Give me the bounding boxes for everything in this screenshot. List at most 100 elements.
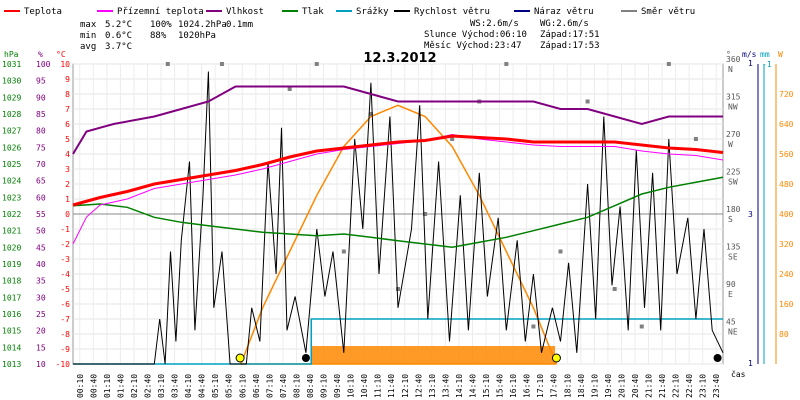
temp-unit: °C <box>56 50 66 59</box>
humidity-tick-label: 75 <box>36 143 46 152</box>
temp-tick-label: 3 <box>65 165 70 174</box>
legend-entry: Teplota <box>24 7 62 17</box>
wind-tick-label: 1 <box>748 59 753 68</box>
direction-tick-deg: 180 <box>726 205 741 214</box>
x-tick-label: 16:40 <box>523 374 532 398</box>
x-tick-label: 20:40 <box>631 374 640 398</box>
stat-value: 1024.2hPa <box>178 20 227 30</box>
temp-tick-label: -10 <box>56 360 71 369</box>
pressure-tick-label: 1018 <box>2 277 21 286</box>
x-tick-label: 21:10 <box>645 374 654 398</box>
x-tick-label: 19:10 <box>590 374 599 398</box>
temp-tick-label: 0 <box>65 210 70 219</box>
pressure-tick-label: 1017 <box>2 293 21 302</box>
chart-title: 12.3.2012 <box>363 51 436 66</box>
wind-direction-point <box>612 287 617 291</box>
humidity-tick-label: 100 <box>36 60 51 69</box>
x-tick-label: 02:40 <box>143 374 152 398</box>
humidity-tick-label: 20 <box>36 327 46 336</box>
solar-unit: W <box>778 50 783 59</box>
x-tick-label: 00:10 <box>76 374 85 398</box>
pressure-tick-label: 1019 <box>2 260 21 269</box>
pressure-tick-label: 1020 <box>2 243 21 252</box>
wind-direction-point <box>666 62 671 66</box>
direction-tick-dir: E <box>728 290 733 299</box>
temp-tick-label: -9 <box>60 345 70 354</box>
pressure-tick-label: 1014 <box>2 343 21 352</box>
pressure-tick-label: 1029 <box>2 93 21 102</box>
x-tick-label: 16:10 <box>509 374 518 398</box>
legend-entry: Srážky <box>356 7 389 17</box>
direction-tick-deg: 270 <box>726 130 741 139</box>
direction-tick-dir: N <box>728 65 733 74</box>
pressure-line <box>72 176 724 249</box>
direction-tick-dir: SE <box>728 253 738 262</box>
wind-tick-label: 1 <box>748 359 753 368</box>
wind-direction-point <box>504 62 509 66</box>
solar-tick-label: 640 <box>779 120 794 129</box>
temp-tick-label: 1 <box>65 195 70 204</box>
solar-tick-label: 400 <box>779 210 794 219</box>
wind-direction-point <box>341 249 346 254</box>
humidity-tick-label: 35 <box>36 277 46 286</box>
legend-entry: Tlak <box>302 7 324 17</box>
info-wg: WG:2.6m/s <box>540 19 589 29</box>
pressure-unit: hPa <box>4 50 19 59</box>
direction-tick-dir: W <box>728 140 733 149</box>
x-tick-label: 01:10 <box>103 374 112 398</box>
temp-tick-label: -6 <box>60 300 70 309</box>
humidity-unit: % <box>38 50 43 59</box>
rain-line <box>73 318 723 365</box>
x-tick-label: 20:10 <box>617 374 626 398</box>
humidity-tick-label: 65 <box>36 177 46 186</box>
stat-value: 100% <box>150 20 172 30</box>
x-axis-unit: čas <box>731 369 746 379</box>
x-tick-label: 05:10 <box>211 374 220 398</box>
humidity-tick-label: 60 <box>36 193 46 202</box>
info-moonrise: Měsíc Východ:23:47 <box>424 41 522 51</box>
x-tick-label: 07:40 <box>279 374 288 398</box>
x-tick-label: 08:40 <box>306 374 315 398</box>
solar-tick-label: 240 <box>779 270 794 279</box>
temperature-line <box>72 134 724 207</box>
solar-tick-label: 320 <box>779 240 794 249</box>
humidity-tick-label: 95 <box>36 77 46 86</box>
humidity-tick-label: 45 <box>36 243 46 252</box>
temp-tick-label: -8 <box>60 330 70 339</box>
temp-tick-label: -1 <box>60 225 70 234</box>
solar-tick-label: 560 <box>779 150 794 159</box>
temp-tick-label: 4 <box>65 150 70 159</box>
pressure-tick-label: 1031 <box>2 60 21 69</box>
wind-direction-point <box>396 287 400 291</box>
x-tick-label: 17:10 <box>536 374 545 398</box>
humidity-tick-label: 55 <box>36 210 46 219</box>
rain-unit: mm <box>760 50 770 59</box>
humidity-tick-label: 25 <box>36 310 46 319</box>
humidity-tick-label: 50 <box>36 227 46 236</box>
x-tick-label: 03:40 <box>171 374 180 398</box>
x-tick-label: 04:40 <box>198 374 207 398</box>
temp-tick-label: -7 <box>60 315 70 324</box>
solar-area <box>311 346 556 364</box>
solar-tick-label: 80 <box>779 330 789 339</box>
direction-tick-deg: 90 <box>726 280 736 289</box>
stat-value: 88% <box>150 31 167 41</box>
rain-tick-label: -1 <box>762 60 772 69</box>
x-tick-label: 18:40 <box>577 374 586 398</box>
humidity-line <box>72 85 723 155</box>
sunset-marker <box>551 353 561 363</box>
temp-tick-label: 2 <box>65 180 70 189</box>
x-tick-label: 14:10 <box>455 374 464 398</box>
x-tick-label: 01:40 <box>116 374 125 398</box>
wind-direction-point <box>639 324 644 329</box>
x-tick-label: 06:40 <box>252 374 261 398</box>
legend-entry: Směr větru <box>641 7 695 17</box>
x-tick-label: 10:10 <box>347 374 356 398</box>
humidity-tick-label: 70 <box>36 160 46 169</box>
x-tick-label: 19:40 <box>604 374 613 398</box>
direction-tick-dir: NW <box>728 103 738 112</box>
x-tick-label: 12:40 <box>414 374 423 398</box>
x-tick-label: 06:10 <box>238 374 247 398</box>
humidity-tick-label: 15 <box>36 343 46 352</box>
